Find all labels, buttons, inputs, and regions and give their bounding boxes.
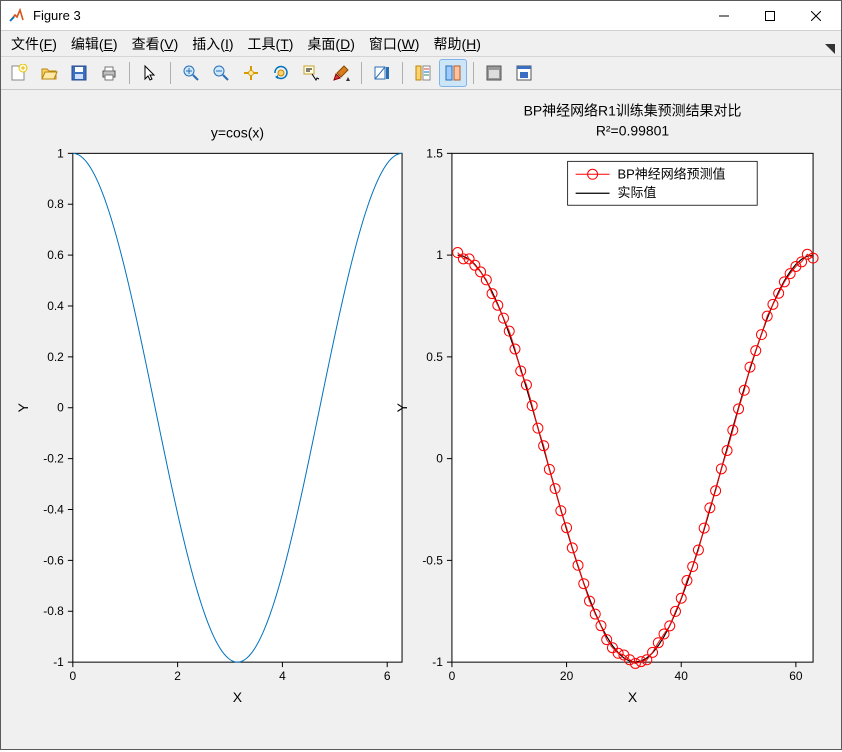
- svg-text:0.4: 0.4: [47, 299, 64, 313]
- svg-text:0.8: 0.8: [47, 197, 64, 211]
- open-icon[interactable]: [35, 59, 63, 87]
- svg-text:6: 6: [384, 669, 391, 683]
- svg-text:-0.2: -0.2: [43, 451, 64, 465]
- svg-text:-1: -1: [432, 655, 443, 669]
- svg-text:Y: Y: [15, 403, 31, 412]
- svg-text:X: X: [233, 689, 243, 705]
- toolbar-separator: [473, 62, 474, 84]
- toolbar-separator: [361, 62, 362, 84]
- svg-text:1.5: 1.5: [426, 146, 443, 160]
- data-cursor-icon[interactable]: [297, 59, 325, 87]
- toolbar-separator: [402, 62, 403, 84]
- svg-text:0.2: 0.2: [47, 349, 64, 363]
- matlab-icon: [7, 6, 27, 26]
- menu-i[interactable]: 插入(I): [192, 34, 233, 54]
- svg-text:y=cos(x): y=cos(x): [211, 124, 264, 140]
- figure-window: Figure 3 文件(F) 编辑(E) 查看(V) 插入(I) 工具(T) 桌面(D) 窗…: [0, 0, 842, 750]
- svg-text:4: 4: [279, 669, 286, 683]
- svg-text:0: 0: [57, 400, 64, 414]
- menu-t[interactable]: 工具(T): [248, 34, 294, 54]
- svg-text:X: X: [628, 689, 638, 705]
- svg-text:BP神经网络预测值: BP神经网络预测值: [618, 166, 726, 181]
- rotate-icon[interactable]: [267, 59, 295, 87]
- svg-text:-0.8: -0.8: [43, 604, 64, 618]
- zoom-in-icon[interactable]: [177, 59, 205, 87]
- svg-text:1: 1: [57, 146, 64, 160]
- svg-text:0.5: 0.5: [426, 349, 443, 363]
- toolbar-overflow-icon[interactable]: [825, 41, 835, 57]
- menu-w[interactable]: 窗口(W): [369, 34, 420, 54]
- menu-e[interactable]: 编辑(E): [71, 34, 118, 54]
- print-icon[interactable]: [95, 59, 123, 87]
- svg-text:-0.4: -0.4: [43, 502, 64, 516]
- dock-icon[interactable]: [480, 59, 508, 87]
- link-plots-icon[interactable]: [439, 59, 467, 87]
- svg-text:-0.6: -0.6: [43, 553, 64, 567]
- menu-h[interactable]: 帮助(H): [433, 34, 480, 54]
- svg-text:0.6: 0.6: [47, 248, 64, 262]
- svg-text:0: 0: [449, 669, 456, 683]
- brush-icon[interactable]: [327, 59, 355, 87]
- svg-text:20: 20: [560, 669, 574, 683]
- menubar: 文件(F) 编辑(E) 查看(V) 插入(I) 工具(T) 桌面(D) 窗口(W) 帮助(H): [1, 31, 841, 56]
- toolbar: [1, 56, 841, 89]
- window-title: Figure 3: [33, 8, 81, 23]
- svg-text:1: 1: [436, 248, 443, 262]
- maximize-button[interactable]: [747, 1, 793, 31]
- toolbar-separator: [170, 62, 171, 84]
- close-button[interactable]: [793, 1, 839, 31]
- new-figure-icon[interactable]: [5, 59, 33, 87]
- pointer-icon[interactable]: [136, 59, 164, 87]
- legend-icon[interactable]: [409, 59, 437, 87]
- svg-text:R²=0.99801: R²=0.99801: [596, 122, 670, 138]
- svg-text:0: 0: [69, 669, 76, 683]
- plot-svg: 0 2 4 6 -1 -0.8 -0.6 -0.4 -0.2 0 0.2 0.4 0.6 0.8 1 X Yy=…: [1, 90, 841, 749]
- svg-text:60: 60: [789, 669, 803, 683]
- svg-text:-1: -1: [53, 655, 64, 669]
- svg-text:0: 0: [436, 451, 443, 465]
- menu-v[interactable]: 查看(V): [132, 34, 179, 54]
- float-icon[interactable]: [510, 59, 538, 87]
- pan-icon[interactable]: [237, 59, 265, 87]
- svg-text:40: 40: [675, 669, 689, 683]
- minimize-button[interactable]: [701, 1, 747, 31]
- svg-text:2: 2: [174, 669, 181, 683]
- figure-canvas: 0 2 4 6 -1 -0.8 -0.6 -0.4 -0.2 0 0.2 0.4 0.6 0.8 1 X Yy=…: [1, 90, 841, 749]
- colorbar-icon[interactable]: [368, 59, 396, 87]
- svg-text:BP神经网络R1训练集预测结果对比: BP神经网络R1训练集预测结果对比: [524, 102, 742, 118]
- svg-text:实际值: 实际值: [618, 185, 657, 200]
- menu-d[interactable]: 桌面(D): [307, 34, 354, 54]
- save-icon[interactable]: [65, 59, 93, 87]
- svg-text:-0.5: -0.5: [422, 553, 443, 567]
- svg-text:Y: Y: [394, 403, 410, 412]
- titlebar: Figure 3: [1, 1, 841, 31]
- menu-f[interactable]: 文件(F): [11, 34, 57, 54]
- toolbar-separator: [129, 62, 130, 84]
- zoom-out-icon[interactable]: [207, 59, 235, 87]
